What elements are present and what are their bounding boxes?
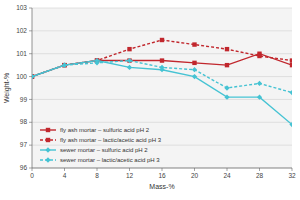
data-group [32, 38, 292, 127]
data-point [192, 67, 197, 72]
y-tick-label: 100 [16, 73, 27, 80]
x-tick [32, 168, 33, 171]
y-tick-label: 97 [20, 141, 28, 148]
data-point [290, 63, 292, 67]
data-point [225, 47, 229, 51]
x-tick-label: 24 [223, 172, 231, 179]
x-tick-label: 28 [256, 172, 264, 179]
data-point [192, 42, 196, 46]
legend-marker [46, 128, 50, 132]
data-point [62, 63, 67, 68]
legend-label: fly ash mortar – sulfuric acid pH 2 [60, 127, 150, 133]
y-tick [29, 53, 32, 54]
data-point [257, 54, 261, 58]
data-point [32, 74, 35, 79]
y-tick [29, 168, 32, 169]
data-point [257, 95, 262, 100]
data-point [62, 63, 66, 67]
y-tick [29, 99, 32, 100]
x-axis [32, 168, 292, 169]
x-tick [292, 168, 293, 171]
data-point [160, 38, 164, 42]
data-point [32, 74, 35, 79]
data-point [159, 65, 164, 70]
grid-line [32, 145, 292, 146]
x-tick-label: 0 [30, 172, 34, 179]
legend-marker [46, 138, 50, 142]
y-tick-label: 102 [16, 27, 27, 34]
x-tick [97, 168, 98, 171]
x-tick [162, 168, 163, 171]
series-line [32, 61, 292, 93]
y-tick [29, 30, 32, 31]
x-tick-label: 16 [158, 172, 166, 179]
y-tick-label: 101 [16, 50, 27, 57]
y-axis-title: Weight-% [3, 73, 11, 103]
data-point [32, 74, 34, 78]
data-point [127, 47, 131, 51]
grid-line [32, 76, 292, 77]
data-point [192, 74, 197, 79]
data-point [127, 58, 131, 62]
y-tick [29, 145, 32, 146]
data-point [127, 58, 132, 63]
x-tick [259, 168, 260, 171]
series-line [32, 61, 292, 125]
data-point [289, 122, 292, 127]
y-tick-label: 96 [20, 164, 28, 171]
series-line [32, 40, 292, 77]
data-point [62, 63, 67, 68]
x-tick-label: 20 [191, 172, 199, 179]
y-tick-label: 103 [16, 4, 27, 11]
y-axis [32, 8, 33, 168]
data-point [257, 81, 262, 86]
grid-line [32, 8, 292, 9]
legend-label: sewer mortar – lactic/acetic acid pH 3 [60, 157, 160, 163]
x-tick [129, 168, 130, 171]
x-tick [64, 168, 65, 171]
x-tick-label: 32 [288, 172, 296, 179]
data-point [160, 58, 164, 62]
data-point [62, 63, 66, 67]
grid-line [32, 30, 292, 31]
grid-line [32, 99, 292, 100]
x-tick-label: 4 [63, 172, 67, 179]
y-tick-label: 99 [20, 96, 28, 103]
legend-marker [45, 147, 50, 152]
x-tick [194, 168, 195, 171]
data-point [94, 60, 99, 65]
grid-line [32, 122, 292, 123]
y-tick [29, 122, 32, 123]
chart-container: 96 97 98 99 100 101 102 103 0 4 8 12 16 20 24 28 32 Mass-… [0, 0, 300, 200]
data-point [290, 58, 292, 62]
y-tick-label: 98 [20, 118, 28, 125]
data-point [224, 85, 229, 90]
y-tick [29, 76, 32, 77]
x-tick-label: 12 [126, 172, 134, 179]
legend: fly ash mortar – sulfuric acid pH 2 fly a… [40, 127, 162, 163]
data-point [225, 63, 229, 67]
data-point [127, 65, 132, 70]
legend-label: sewer mortar – sulfuric acid pH 2 [60, 147, 148, 153]
data-point [32, 74, 34, 78]
x-tick-label: 8 [95, 172, 99, 179]
data-point [289, 90, 292, 95]
x-axis-title: Mass-% [149, 183, 174, 190]
data-point [224, 95, 229, 100]
data-point [192, 61, 196, 65]
legend-label: fly ash mortar – lactic/acetic acid pH 3 [60, 137, 162, 143]
x-tick [227, 168, 228, 171]
y-tick [29, 8, 32, 9]
legend-marker [45, 157, 50, 162]
chart-svg: 96 97 98 99 100 101 102 103 0 4 8 12 16 20 24 28 32 Mass-… [0, 0, 300, 200]
plot-background [32, 8, 292, 168]
